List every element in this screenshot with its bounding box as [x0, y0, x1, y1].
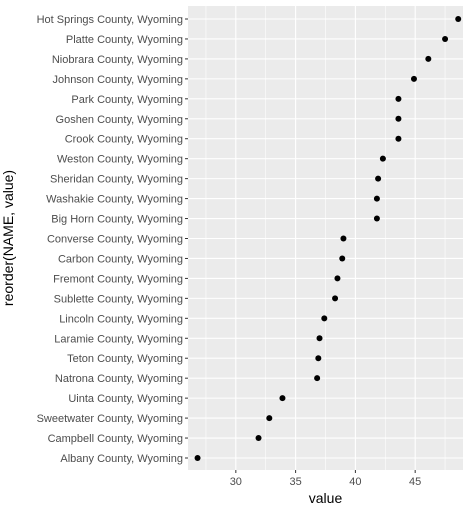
y-tick-label: Natrona County, Wyoming: [55, 373, 183, 385]
y-tick-label: Crook County, Wyoming: [65, 134, 183, 146]
data-point: [315, 355, 322, 362]
y-tick-label: Fremont County, Wyoming: [53, 273, 183, 285]
y-tick-label: Sublette County, Wyoming: [54, 293, 183, 305]
y-tick-label: Sweetwater County, Wyoming: [37, 413, 183, 425]
y-tick-label: Sheridan County, Wyoming: [50, 174, 183, 186]
data-point: [194, 455, 201, 461]
major-gridlines: [188, 6, 463, 470]
data-point: [334, 275, 341, 282]
y-tick-label: Niobrara County, Wyoming: [52, 54, 183, 66]
y-tick-label: Johnson County, Wyoming: [52, 74, 183, 86]
y-tick-label: Uinta County, Wyoming: [68, 393, 183, 405]
y-tick-label: Albany County, Wyoming: [60, 453, 183, 465]
y-tick-label: Park County, Wyoming: [71, 94, 183, 106]
y-axis-ticks: [185, 18, 188, 459]
y-tick-label: Goshen County, Wyoming: [56, 114, 183, 126]
data-point: [379, 155, 386, 162]
data-point: [321, 315, 328, 322]
data-point: [266, 415, 273, 422]
x-axis-ticks: [235, 470, 416, 473]
data-points: [194, 16, 462, 461]
x-tick-label: 40: [349, 476, 361, 488]
y-tick-label: Teton County, Wyoming: [67, 353, 183, 365]
data-point: [314, 375, 321, 382]
y-tick-label: Big Horn County, Wyoming: [51, 214, 183, 226]
y-tick-label: Campbell County, Wyoming: [48, 433, 183, 445]
y-tick-label: Lincoln County, Wyoming: [59, 313, 183, 325]
x-tick-label: 35: [289, 476, 301, 488]
y-axis-tick-labels: Hot Springs County, Wyoming Platte County…: [37, 14, 183, 465]
y-tick-label: Platte County, Wyoming: [66, 34, 183, 46]
x-tick-label: 45: [409, 476, 421, 488]
y-tick-label: Converse County, Wyoming: [47, 234, 183, 246]
data-point: [373, 215, 380, 222]
x-tick-label: 30: [230, 476, 242, 488]
y-tick-label: Laramie County, Wyoming: [54, 333, 183, 345]
data-point: [255, 435, 262, 442]
y-tick-label: Hot Springs County, Wyoming: [37, 14, 183, 26]
data-point: [442, 35, 449, 42]
x-axis-tick-labels: 30 35 40 45: [230, 476, 422, 488]
y-axis-title: reorder(NAME, value): [0, 170, 16, 306]
data-point: [279, 395, 286, 402]
data-point: [395, 115, 402, 122]
data-point: [339, 255, 346, 262]
y-tick-label: Carbon County, Wyoming: [58, 253, 183, 265]
data-point: [375, 175, 382, 182]
data-point: [455, 16, 462, 22]
y-tick-label: Weston County, Wyoming: [57, 154, 183, 166]
data-point: [395, 95, 402, 102]
data-point: [332, 295, 339, 302]
data-point: [395, 135, 402, 142]
data-point: [373, 195, 380, 202]
y-tick-label: Washakie County, Wyoming: [46, 194, 183, 206]
data-point: [316, 335, 323, 342]
data-point: [340, 235, 347, 242]
x-axis-title: value: [309, 490, 343, 506]
data-point: [410, 75, 417, 82]
data-point: [425, 55, 432, 62]
